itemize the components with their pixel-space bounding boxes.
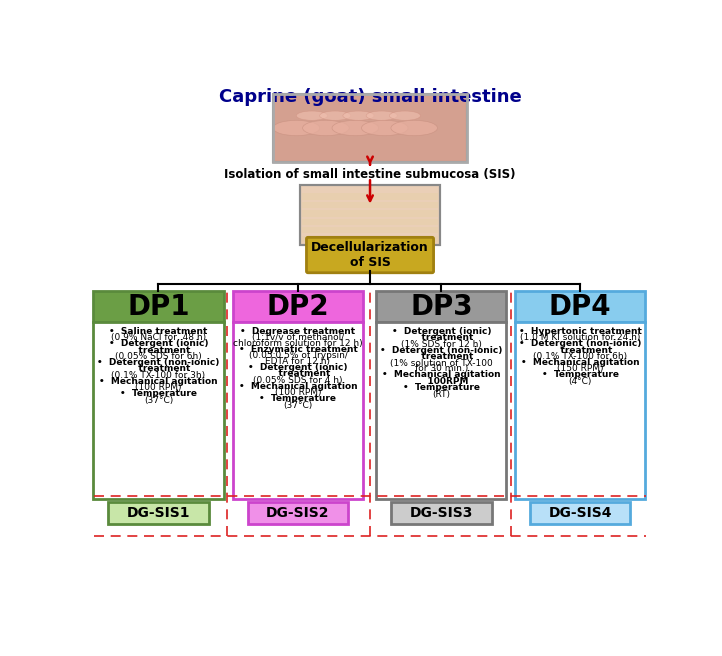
Text: chloroform solution for 12 h): chloroform solution for 12 h) <box>233 339 362 348</box>
Text: •  Detergent (ionic): • Detergent (ionic) <box>109 339 208 348</box>
Text: •  Mechanical agitation: • Mechanical agitation <box>382 370 500 379</box>
Ellipse shape <box>273 120 320 136</box>
Text: (0.9% NaCl for  48 h): (0.9% NaCl for 48 h) <box>111 333 206 342</box>
Text: •  Enzymatic treatment: • Enzymatic treatment <box>238 345 357 354</box>
Text: (100 RPM): (100 RPM) <box>274 388 321 398</box>
Text: Isolation of small intestine submucosa (SIS): Isolation of small intestine submucosa (… <box>225 168 516 181</box>
Text: •  Detergent (ionic): • Detergent (ionic) <box>248 363 348 372</box>
Ellipse shape <box>303 120 349 136</box>
Bar <box>108 502 209 523</box>
FancyBboxPatch shape <box>306 237 434 273</box>
Bar <box>515 322 645 499</box>
Bar <box>300 185 440 245</box>
Bar <box>93 291 224 322</box>
Bar <box>302 236 438 242</box>
Text: •  Hypertonic treatment: • Hypertonic treatment <box>518 327 641 336</box>
Text: •  Detergent (non-ionic): • Detergent (non-ionic) <box>97 358 219 367</box>
Bar <box>233 322 363 499</box>
Text: (0.05% SDS for 4 h): (0.05% SDS for 4 h) <box>253 376 343 385</box>
Text: •  Temperature: • Temperature <box>542 370 619 379</box>
Text: DP4: DP4 <box>549 293 612 321</box>
Ellipse shape <box>332 120 378 136</box>
Text: DG-SIS4: DG-SIS4 <box>548 506 612 520</box>
Ellipse shape <box>389 111 420 120</box>
Text: •  Temperature: • Temperature <box>259 394 336 403</box>
Text: 100RPM: 100RPM <box>414 377 468 386</box>
Text: treatment: treatment <box>266 369 330 379</box>
Bar <box>530 502 630 523</box>
Text: DP2: DP2 <box>266 293 329 321</box>
Text: (0.1% TX-100 for 3h): (0.1% TX-100 for 3h) <box>111 371 206 380</box>
Bar <box>391 502 492 523</box>
Text: •  Temperature: • Temperature <box>403 383 480 392</box>
Ellipse shape <box>362 120 408 136</box>
Ellipse shape <box>320 111 351 120</box>
Text: DG-SIS1: DG-SIS1 <box>126 506 190 520</box>
Bar <box>302 202 438 208</box>
Text: (100 RPM): (100 RPM) <box>135 383 182 392</box>
Text: treatment: treatment <box>548 346 612 354</box>
Text: (1% SDS for 12 h): (1% SDS for 12 h) <box>401 340 482 349</box>
Text: •  Saline treatment: • Saline treatment <box>109 327 208 336</box>
Text: •  Mechanical agitation: • Mechanical agitation <box>239 382 357 391</box>
Bar <box>376 322 506 499</box>
Text: •  Detergent (non-ionic): • Detergent (non-ionic) <box>380 346 503 354</box>
Text: (150 RPM): (150 RPM) <box>557 364 604 373</box>
Bar <box>248 502 348 523</box>
Ellipse shape <box>391 120 438 136</box>
Text: Decellularization
of SIS: Decellularization of SIS <box>311 241 429 269</box>
Text: (1% solution of TX-100: (1% solution of TX-100 <box>390 359 492 367</box>
Text: •  Detergent (ionic): • Detergent (ionic) <box>391 327 491 336</box>
Text: (1:1v/v of methanol/: (1:1v/v of methanol/ <box>252 333 344 342</box>
Text: (0.1% TX-100 for 6h): (0.1% TX-100 for 6h) <box>533 352 627 361</box>
Bar <box>93 322 224 499</box>
Bar <box>302 211 438 216</box>
Bar <box>302 228 438 234</box>
Bar <box>273 94 467 162</box>
Text: •  Mechanical agitation: • Mechanical agitation <box>99 377 218 386</box>
Text: •  Detergent (non-ionic): • Detergent (non-ionic) <box>519 339 641 348</box>
Bar <box>302 219 438 225</box>
Text: treatment: treatment <box>409 333 474 342</box>
Bar <box>515 291 645 322</box>
Text: DG-SIS3: DG-SIS3 <box>409 506 473 520</box>
Text: treatment: treatment <box>126 346 191 354</box>
Bar <box>302 194 438 199</box>
Ellipse shape <box>366 111 397 120</box>
Text: DP3: DP3 <box>410 293 473 321</box>
Text: •  Mechanical agitation: • Mechanical agitation <box>521 358 640 367</box>
Ellipse shape <box>343 111 374 120</box>
Text: treatment: treatment <box>409 352 474 361</box>
Text: •  Degrease treatment: • Degrease treatment <box>240 327 355 336</box>
Text: (37°C): (37°C) <box>144 396 173 405</box>
Text: (0.05% SDS for 6h): (0.05% SDS for 6h) <box>115 352 202 361</box>
Text: DG-SIS2: DG-SIS2 <box>266 506 330 520</box>
Text: for 30 min.): for 30 min.) <box>414 364 468 373</box>
Bar <box>233 291 363 322</box>
Bar <box>376 291 506 322</box>
Text: EDTA for 12 h): EDTA for 12 h) <box>266 357 331 366</box>
Bar <box>300 185 440 245</box>
Text: (4°C): (4°C) <box>568 377 592 386</box>
Text: (37°C): (37°C) <box>283 401 313 409</box>
Text: Caprine (goat) small intestine: Caprine (goat) small intestine <box>219 88 521 106</box>
Text: (1.0 M KI solution for 24 h): (1.0 M KI solution for 24 h) <box>520 333 640 342</box>
Text: (0.05:0.5% of Trypsin/: (0.05:0.5% of Trypsin/ <box>248 352 347 360</box>
Ellipse shape <box>297 111 327 120</box>
Bar <box>273 94 467 162</box>
Text: treatment: treatment <box>126 364 191 373</box>
Text: DP1: DP1 <box>127 293 190 321</box>
Text: •  Temperature: • Temperature <box>120 389 197 398</box>
Text: (RT): (RT) <box>432 390 451 399</box>
